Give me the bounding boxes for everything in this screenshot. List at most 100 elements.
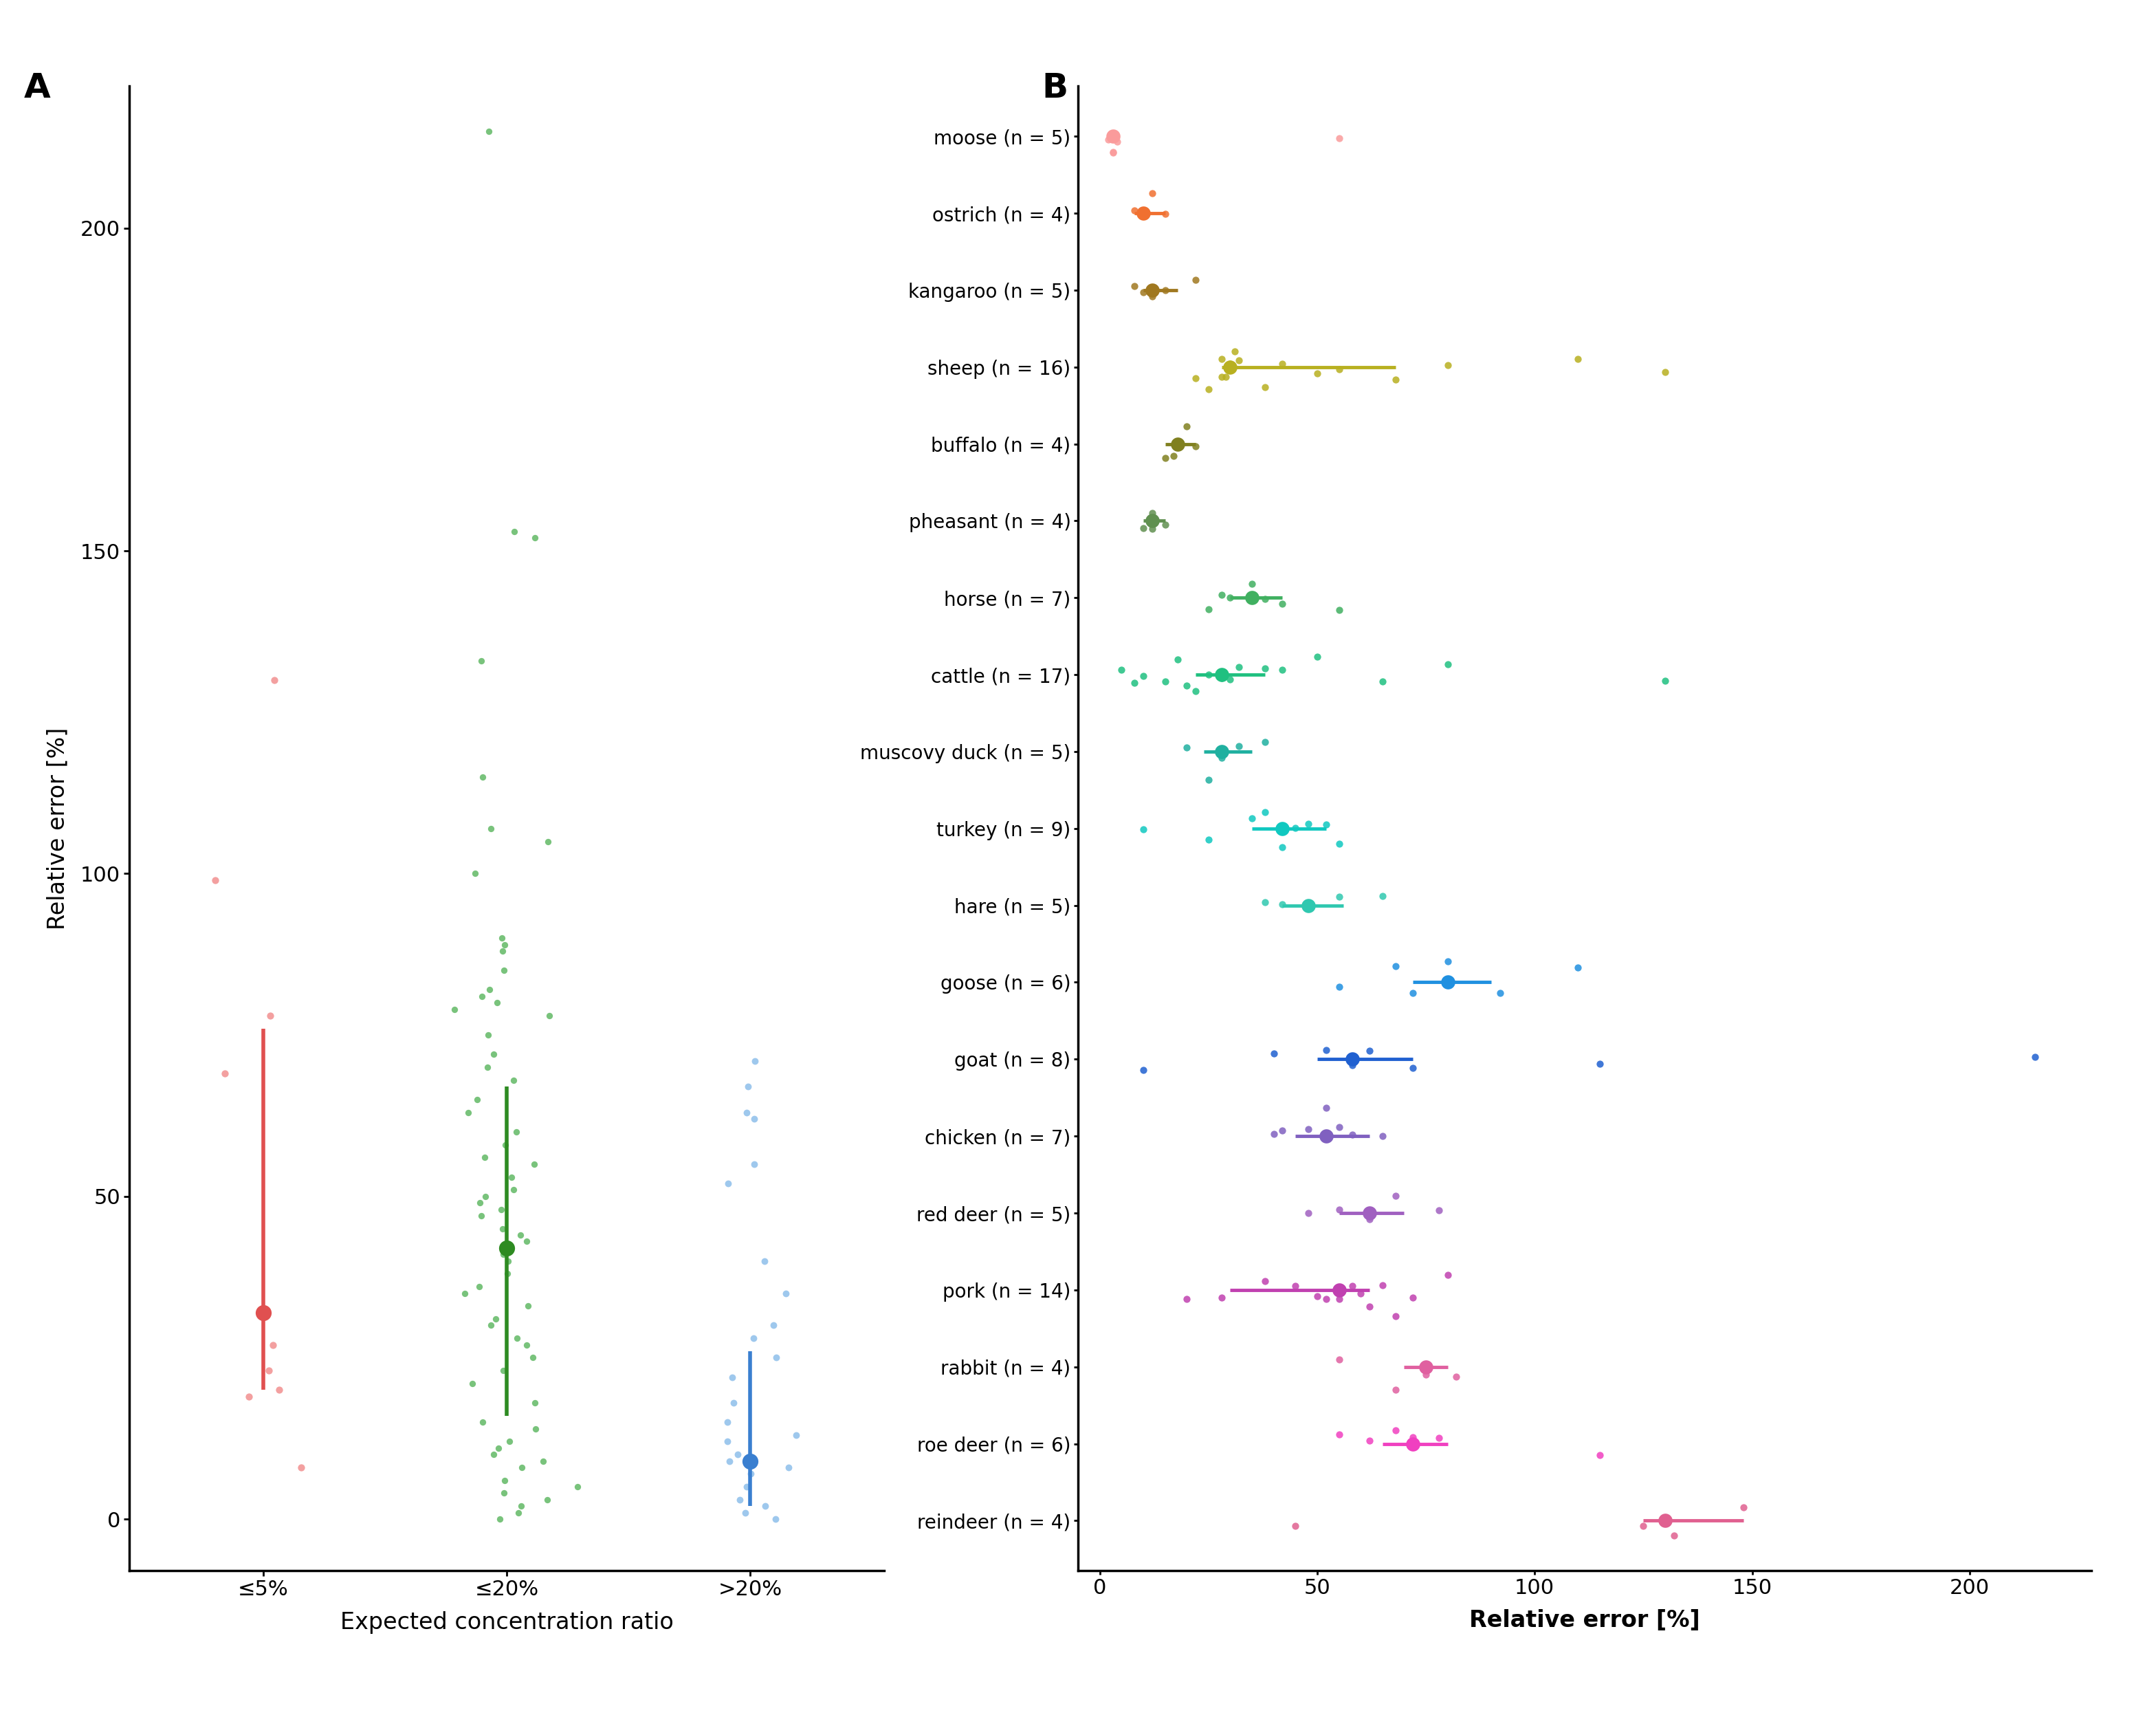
Point bbox=[1205, 737, 1240, 765]
Point bbox=[1248, 1267, 1283, 1294]
Point bbox=[1309, 1094, 1343, 1122]
Point bbox=[1248, 728, 1283, 756]
Point bbox=[511, 1293, 545, 1320]
Point bbox=[1279, 1272, 1313, 1300]
Point bbox=[729, 1472, 763, 1500]
Point bbox=[233, 1383, 267, 1410]
Point bbox=[1429, 1262, 1464, 1289]
Point bbox=[716, 1364, 750, 1391]
Point bbox=[1257, 1039, 1291, 1067]
Point bbox=[1429, 350, 1464, 378]
Point bbox=[1214, 354, 1248, 381]
Point bbox=[722, 1486, 757, 1514]
Point bbox=[1291, 809, 1326, 837]
Point bbox=[1352, 1427, 1386, 1455]
Point bbox=[487, 930, 522, 958]
Point bbox=[446, 1279, 481, 1307]
Point bbox=[1421, 1196, 1455, 1224]
Point bbox=[489, 1260, 524, 1288]
Point bbox=[759, 1345, 793, 1372]
Point bbox=[1147, 668, 1181, 696]
Point bbox=[1177, 266, 1212, 293]
Point bbox=[1222, 654, 1257, 682]
Point bbox=[485, 937, 520, 965]
Point bbox=[1309, 1036, 1343, 1063]
Point bbox=[1429, 968, 1464, 996]
Text: A: A bbox=[24, 71, 50, 105]
Point bbox=[1438, 1362, 1473, 1389]
Point bbox=[1309, 1286, 1343, 1313]
Point bbox=[466, 763, 500, 791]
Point bbox=[748, 1493, 783, 1521]
Point bbox=[733, 1446, 768, 1474]
Point bbox=[1300, 1282, 1335, 1310]
Point bbox=[1583, 1049, 1617, 1077]
Point bbox=[509, 1227, 543, 1255]
Point bbox=[1125, 278, 1160, 306]
X-axis label: Relative error [%]: Relative error [%] bbox=[1468, 1609, 1701, 1631]
Y-axis label: Relative error [%]: Relative error [%] bbox=[45, 727, 69, 930]
Point bbox=[1091, 126, 1125, 154]
Point bbox=[464, 1201, 498, 1229]
Point bbox=[1309, 811, 1343, 839]
Point bbox=[438, 996, 472, 1024]
Point bbox=[502, 1498, 537, 1526]
Point bbox=[1218, 338, 1253, 366]
Point bbox=[530, 827, 565, 854]
Point bbox=[778, 1420, 813, 1448]
Point bbox=[1561, 954, 1595, 982]
Point bbox=[759, 1505, 793, 1533]
Point bbox=[1214, 350, 1248, 378]
Point bbox=[1365, 882, 1399, 910]
Point bbox=[1095, 138, 1130, 166]
Point bbox=[1335, 1272, 1369, 1300]
Point bbox=[1205, 661, 1240, 689]
Text: B: B bbox=[1041, 71, 1067, 105]
Point bbox=[468, 1182, 502, 1210]
Point bbox=[1656, 1522, 1690, 1550]
Point bbox=[461, 1272, 496, 1300]
Point bbox=[716, 1389, 750, 1417]
Point bbox=[492, 1427, 526, 1455]
Point bbox=[1322, 1346, 1356, 1374]
Point bbox=[451, 1099, 485, 1127]
Point bbox=[1222, 347, 1257, 375]
Point bbox=[1378, 1301, 1412, 1329]
Point bbox=[1266, 891, 1300, 918]
Point bbox=[517, 525, 552, 552]
Point bbox=[1125, 200, 1160, 228]
Point bbox=[1291, 892, 1326, 920]
Point bbox=[1322, 356, 1356, 383]
Point bbox=[464, 1189, 498, 1217]
Point bbox=[1335, 1120, 1369, 1148]
Point bbox=[1421, 1424, 1455, 1452]
Point bbox=[1322, 1196, 1356, 1224]
Point bbox=[481, 1434, 515, 1462]
Point bbox=[1205, 345, 1240, 373]
Point bbox=[1647, 666, 1682, 694]
Point bbox=[1248, 889, 1283, 917]
Point bbox=[1134, 276, 1169, 304]
Point bbox=[489, 1234, 524, 1262]
Point bbox=[1125, 1056, 1160, 1084]
Point bbox=[459, 1086, 494, 1113]
Point bbox=[526, 1446, 561, 1474]
Point bbox=[1395, 979, 1429, 1006]
Point bbox=[496, 1175, 530, 1203]
Point bbox=[1266, 656, 1300, 683]
Point bbox=[1177, 677, 1212, 704]
Point bbox=[1279, 815, 1313, 842]
Point bbox=[1395, 1429, 1429, 1457]
Point bbox=[485, 1215, 520, 1243]
Point bbox=[1378, 1182, 1412, 1210]
Point bbox=[1279, 1512, 1313, 1540]
Point bbox=[1322, 973, 1356, 1001]
Point bbox=[1134, 499, 1169, 526]
Point bbox=[1429, 651, 1464, 678]
Point bbox=[1248, 654, 1283, 682]
Point bbox=[757, 1312, 791, 1339]
Point bbox=[505, 1493, 539, 1521]
Point bbox=[1095, 138, 1130, 166]
Point bbox=[487, 1467, 522, 1495]
Point bbox=[485, 1357, 520, 1384]
